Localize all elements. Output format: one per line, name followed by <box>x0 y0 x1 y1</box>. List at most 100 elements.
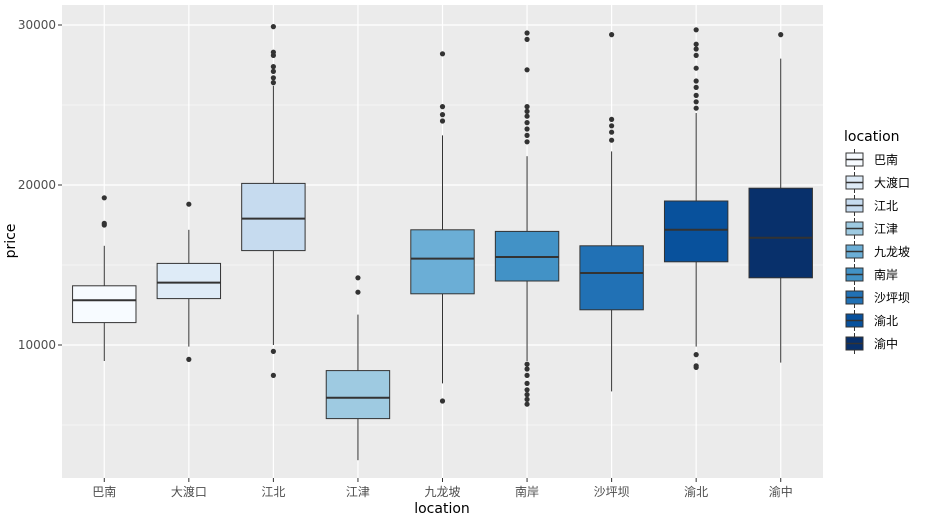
x-tick-label: 渝中 <box>769 484 793 499</box>
legend-label: 大渡口 <box>874 175 910 190</box>
legend-item: 江津 <box>845 218 898 239</box>
outlier-point <box>609 129 615 135</box>
x-tick-label: 巴南 <box>92 484 116 499</box>
x-tick-label: 南岸 <box>515 484 539 499</box>
outlier-point <box>101 195 107 201</box>
legend-label: 渝中 <box>874 336 898 351</box>
outlier-point <box>101 220 107 226</box>
outlier-point <box>439 398 446 404</box>
y-tick-label: 20000 <box>18 178 56 192</box>
x-tick-label: 沙坪坝 <box>594 485 630 499</box>
y-tick-label: 10000 <box>18 338 56 352</box>
outlier-point <box>270 372 276 378</box>
outlier-point <box>693 84 699 90</box>
outlier-point <box>355 289 361 295</box>
legend-label: 巴南 <box>874 152 898 167</box>
outlier-point <box>524 104 530 110</box>
box-8 <box>748 31 813 363</box>
legend-label: 江北 <box>874 199 898 213</box>
outlier-point <box>609 116 615 122</box>
outlier-point <box>524 113 530 119</box>
outlier-point <box>609 137 615 143</box>
outlier-point <box>270 348 276 354</box>
box-iqr <box>410 229 475 295</box>
outlier-point <box>524 67 530 73</box>
x-axis-title: location <box>414 501 470 517</box>
outlier-point <box>693 52 699 59</box>
legend-item: 渝中 <box>845 333 898 354</box>
outlier-point <box>693 78 699 84</box>
outlier-point <box>186 356 192 362</box>
outlier-point <box>524 380 530 386</box>
outlier-point <box>524 372 530 378</box>
box-series <box>72 24 813 461</box>
y-tick-label: 30000 <box>18 18 56 32</box>
x-tick-label: 九龙坡 <box>424 485 460 499</box>
outlier-point <box>524 392 530 398</box>
outlier-point <box>693 105 699 111</box>
outlier-point <box>524 30 530 36</box>
legend-item: 南岸 <box>845 264 898 285</box>
outlier-point <box>270 24 276 30</box>
legend-label: 沙坪坝 <box>874 291 910 305</box>
box-iqr <box>579 245 644 311</box>
outlier-point <box>524 401 530 407</box>
box-0 <box>72 195 137 361</box>
box-iqr <box>748 187 813 279</box>
x-tick-label: 大渡口 <box>171 484 207 499</box>
outlier-point <box>609 31 615 38</box>
outlier-point <box>439 118 446 124</box>
box-1 <box>156 201 222 362</box>
box-iqr <box>156 262 222 300</box>
x-axis: 巴南 大渡口 江北 江津 九龙坡 南岸 沙坪坝 渝北 渝中 <box>92 478 793 499</box>
outlier-point <box>439 104 446 110</box>
legend-item: 沙坪坝 <box>845 287 910 308</box>
legend-item: 大渡口 <box>845 172 910 193</box>
outlier-point <box>693 65 699 71</box>
box-iqr <box>241 182 306 252</box>
box-iqr <box>663 200 729 263</box>
legend-title: location <box>844 129 900 145</box>
outlier-point <box>524 108 530 114</box>
x-tick-label: 江津 <box>346 485 370 499</box>
outlier-point <box>186 201 192 207</box>
outlier-point <box>524 132 530 138</box>
box-iqr <box>325 370 391 420</box>
outlier-point <box>270 64 276 70</box>
outlier-point <box>693 41 699 47</box>
outlier-point <box>524 126 530 132</box>
outlier-point <box>524 366 530 372</box>
outlier-point <box>270 75 276 81</box>
legend-label: 江津 <box>874 222 898 236</box>
outlier-point <box>439 112 446 118</box>
y-axis-title: price <box>3 224 19 259</box>
outlier-point <box>693 27 699 33</box>
outlier-point <box>524 139 530 145</box>
outlier-point <box>524 361 530 367</box>
outlier-point <box>355 275 361 281</box>
outlier-point <box>524 387 530 393</box>
y-axis: 10000 20000 30000 <box>18 18 62 352</box>
outlier-point <box>270 49 276 55</box>
box-2 <box>241 24 306 378</box>
outlier-point <box>693 46 699 52</box>
outlier-point <box>693 352 699 358</box>
outlier-point <box>693 92 699 98</box>
box-7 <box>663 27 729 370</box>
box-3 <box>325 275 391 461</box>
outlier-point <box>778 31 784 38</box>
outlier-point <box>270 68 276 74</box>
outlier-point <box>693 363 699 369</box>
box-5 <box>494 30 560 407</box>
outlier-point <box>524 36 530 43</box>
legend-label: 渝北 <box>874 313 898 328</box>
legend-label: 九龙坡 <box>874 245 910 259</box>
x-tick-label: 渝北 <box>684 484 708 499</box>
box-iqr <box>72 285 137 324</box>
legend-label: 南岸 <box>874 267 898 282</box>
outlier-point <box>693 99 699 105</box>
outlier-point <box>524 120 530 126</box>
